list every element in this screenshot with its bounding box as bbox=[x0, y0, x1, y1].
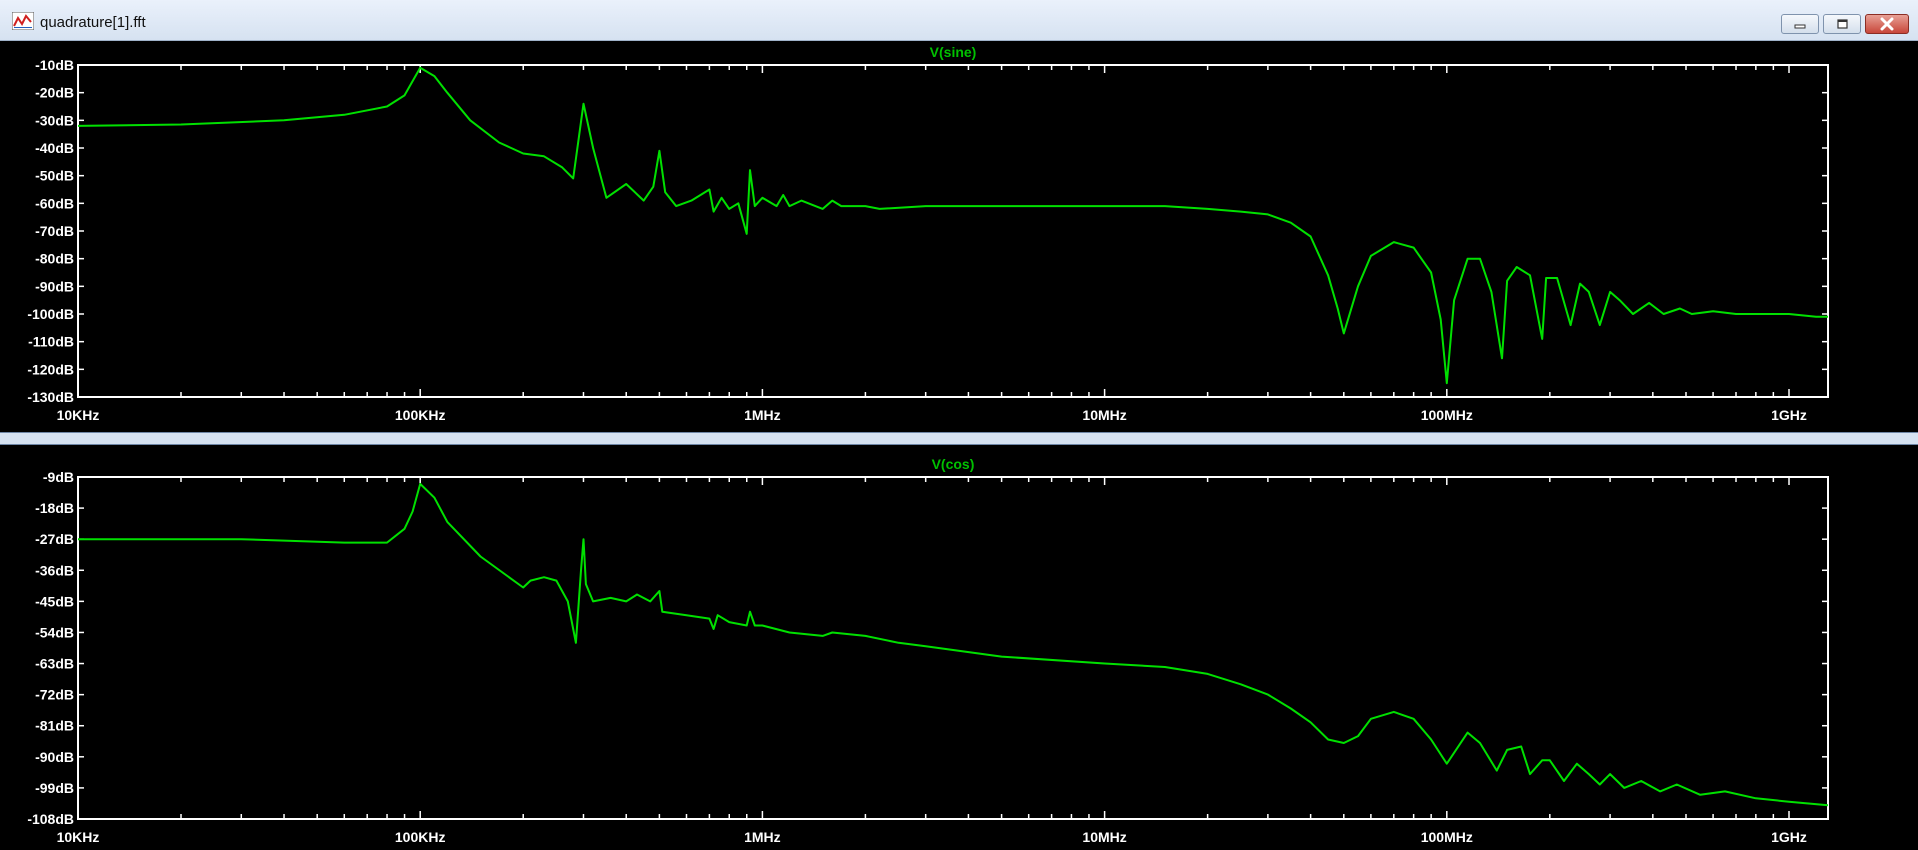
y-tick-label: -54dB bbox=[35, 624, 74, 640]
y-tick-label: -90dB bbox=[35, 278, 74, 294]
plot-sine[interactable]: V(sine) -10dB -20dB -30dB -40dB -50dB -60dB -70… bbox=[0, 41, 1918, 432]
y-tick-label: -130dB bbox=[27, 389, 74, 405]
plot-frame bbox=[77, 476, 1829, 820]
x-tick-label: 1GHz bbox=[1771, 407, 1807, 423]
window-title: quadrature[1].fft bbox=[40, 14, 146, 31]
chart-title: V(cos) bbox=[932, 456, 975, 472]
y-tick-label: -110dB bbox=[28, 334, 74, 350]
y-tick-label: -108dB bbox=[27, 811, 74, 827]
minimize-button[interactable] bbox=[1781, 14, 1819, 34]
x-tick-label: 1GHz bbox=[1771, 829, 1807, 845]
x-tick-label: 100MHz bbox=[1421, 407, 1473, 423]
restore-button[interactable] bbox=[1823, 14, 1861, 34]
plot-pane-cos[interactable]: V(cos) -9dB -18dB -27dB -36dB -45dB -54dB -63dB… bbox=[0, 445, 1918, 850]
close-button[interactable] bbox=[1865, 14, 1909, 34]
y-tick-label: -27dB bbox=[35, 531, 74, 547]
chart-title: V(sine) bbox=[930, 44, 977, 60]
y-tick-label: -50dB bbox=[35, 168, 74, 184]
y-tick-label: -100dB bbox=[27, 306, 74, 322]
x-tick-label: 10KHz bbox=[57, 407, 100, 423]
x-tick-label: 100MHz bbox=[1421, 829, 1473, 845]
y-tick-label: -36dB bbox=[35, 562, 74, 578]
x-tick-label: 1MHz bbox=[744, 829, 781, 845]
y-tick-label: -72dB bbox=[35, 687, 74, 703]
y-tick-label: -10dB bbox=[35, 57, 74, 73]
x-tick-label: 10MHz bbox=[1082, 407, 1126, 423]
title-bar[interactable]: quadrature[1].fft bbox=[0, 0, 1918, 41]
y-tick-label: -81dB bbox=[35, 718, 74, 734]
restore-icon bbox=[1837, 19, 1848, 29]
plot-pane-sine[interactable]: V(sine) -10dB -20dB -30dB -40dB -50dB -60dB -70… bbox=[0, 41, 1918, 432]
x-tick-label: 1MHz bbox=[744, 407, 781, 423]
series-line-vcos bbox=[78, 482, 1829, 807]
y-tick-label: -63dB bbox=[35, 656, 74, 672]
waveform-icon bbox=[12, 12, 34, 30]
y-tick-label: -45dB bbox=[35, 593, 74, 609]
minimize-icon bbox=[1794, 24, 1806, 29]
y-tick-label: -99dB bbox=[35, 780, 74, 796]
y-tick-label: -18dB bbox=[35, 500, 74, 516]
y-tick-label: -9dB bbox=[43, 469, 74, 485]
y-tick-label: -20dB bbox=[35, 85, 74, 101]
y-tick-label: -90dB bbox=[35, 749, 74, 765]
x-tick-label: 100KHz bbox=[395, 829, 446, 845]
x-tick-label: 10MHz bbox=[1082, 829, 1126, 845]
y-tick-label: -70dB bbox=[35, 223, 74, 239]
close-icon bbox=[1880, 17, 1894, 31]
plot-cos[interactable]: V(cos) -9dB -18dB -27dB -36dB -45dB -54dB -63dB… bbox=[0, 445, 1918, 850]
y-tick-label: -30dB bbox=[35, 112, 74, 128]
pane-splitter[interactable] bbox=[0, 432, 1918, 445]
y-tick-label: -40dB bbox=[35, 140, 74, 156]
y-tick-label: -80dB bbox=[35, 251, 74, 267]
x-tick-label: 10KHz bbox=[57, 829, 100, 845]
series-line-vsine bbox=[77, 66, 1828, 385]
x-tick-label: 100KHz bbox=[395, 407, 446, 423]
y-tick-label: -60dB bbox=[35, 195, 74, 211]
y-tick-label: -120dB bbox=[27, 361, 74, 377]
